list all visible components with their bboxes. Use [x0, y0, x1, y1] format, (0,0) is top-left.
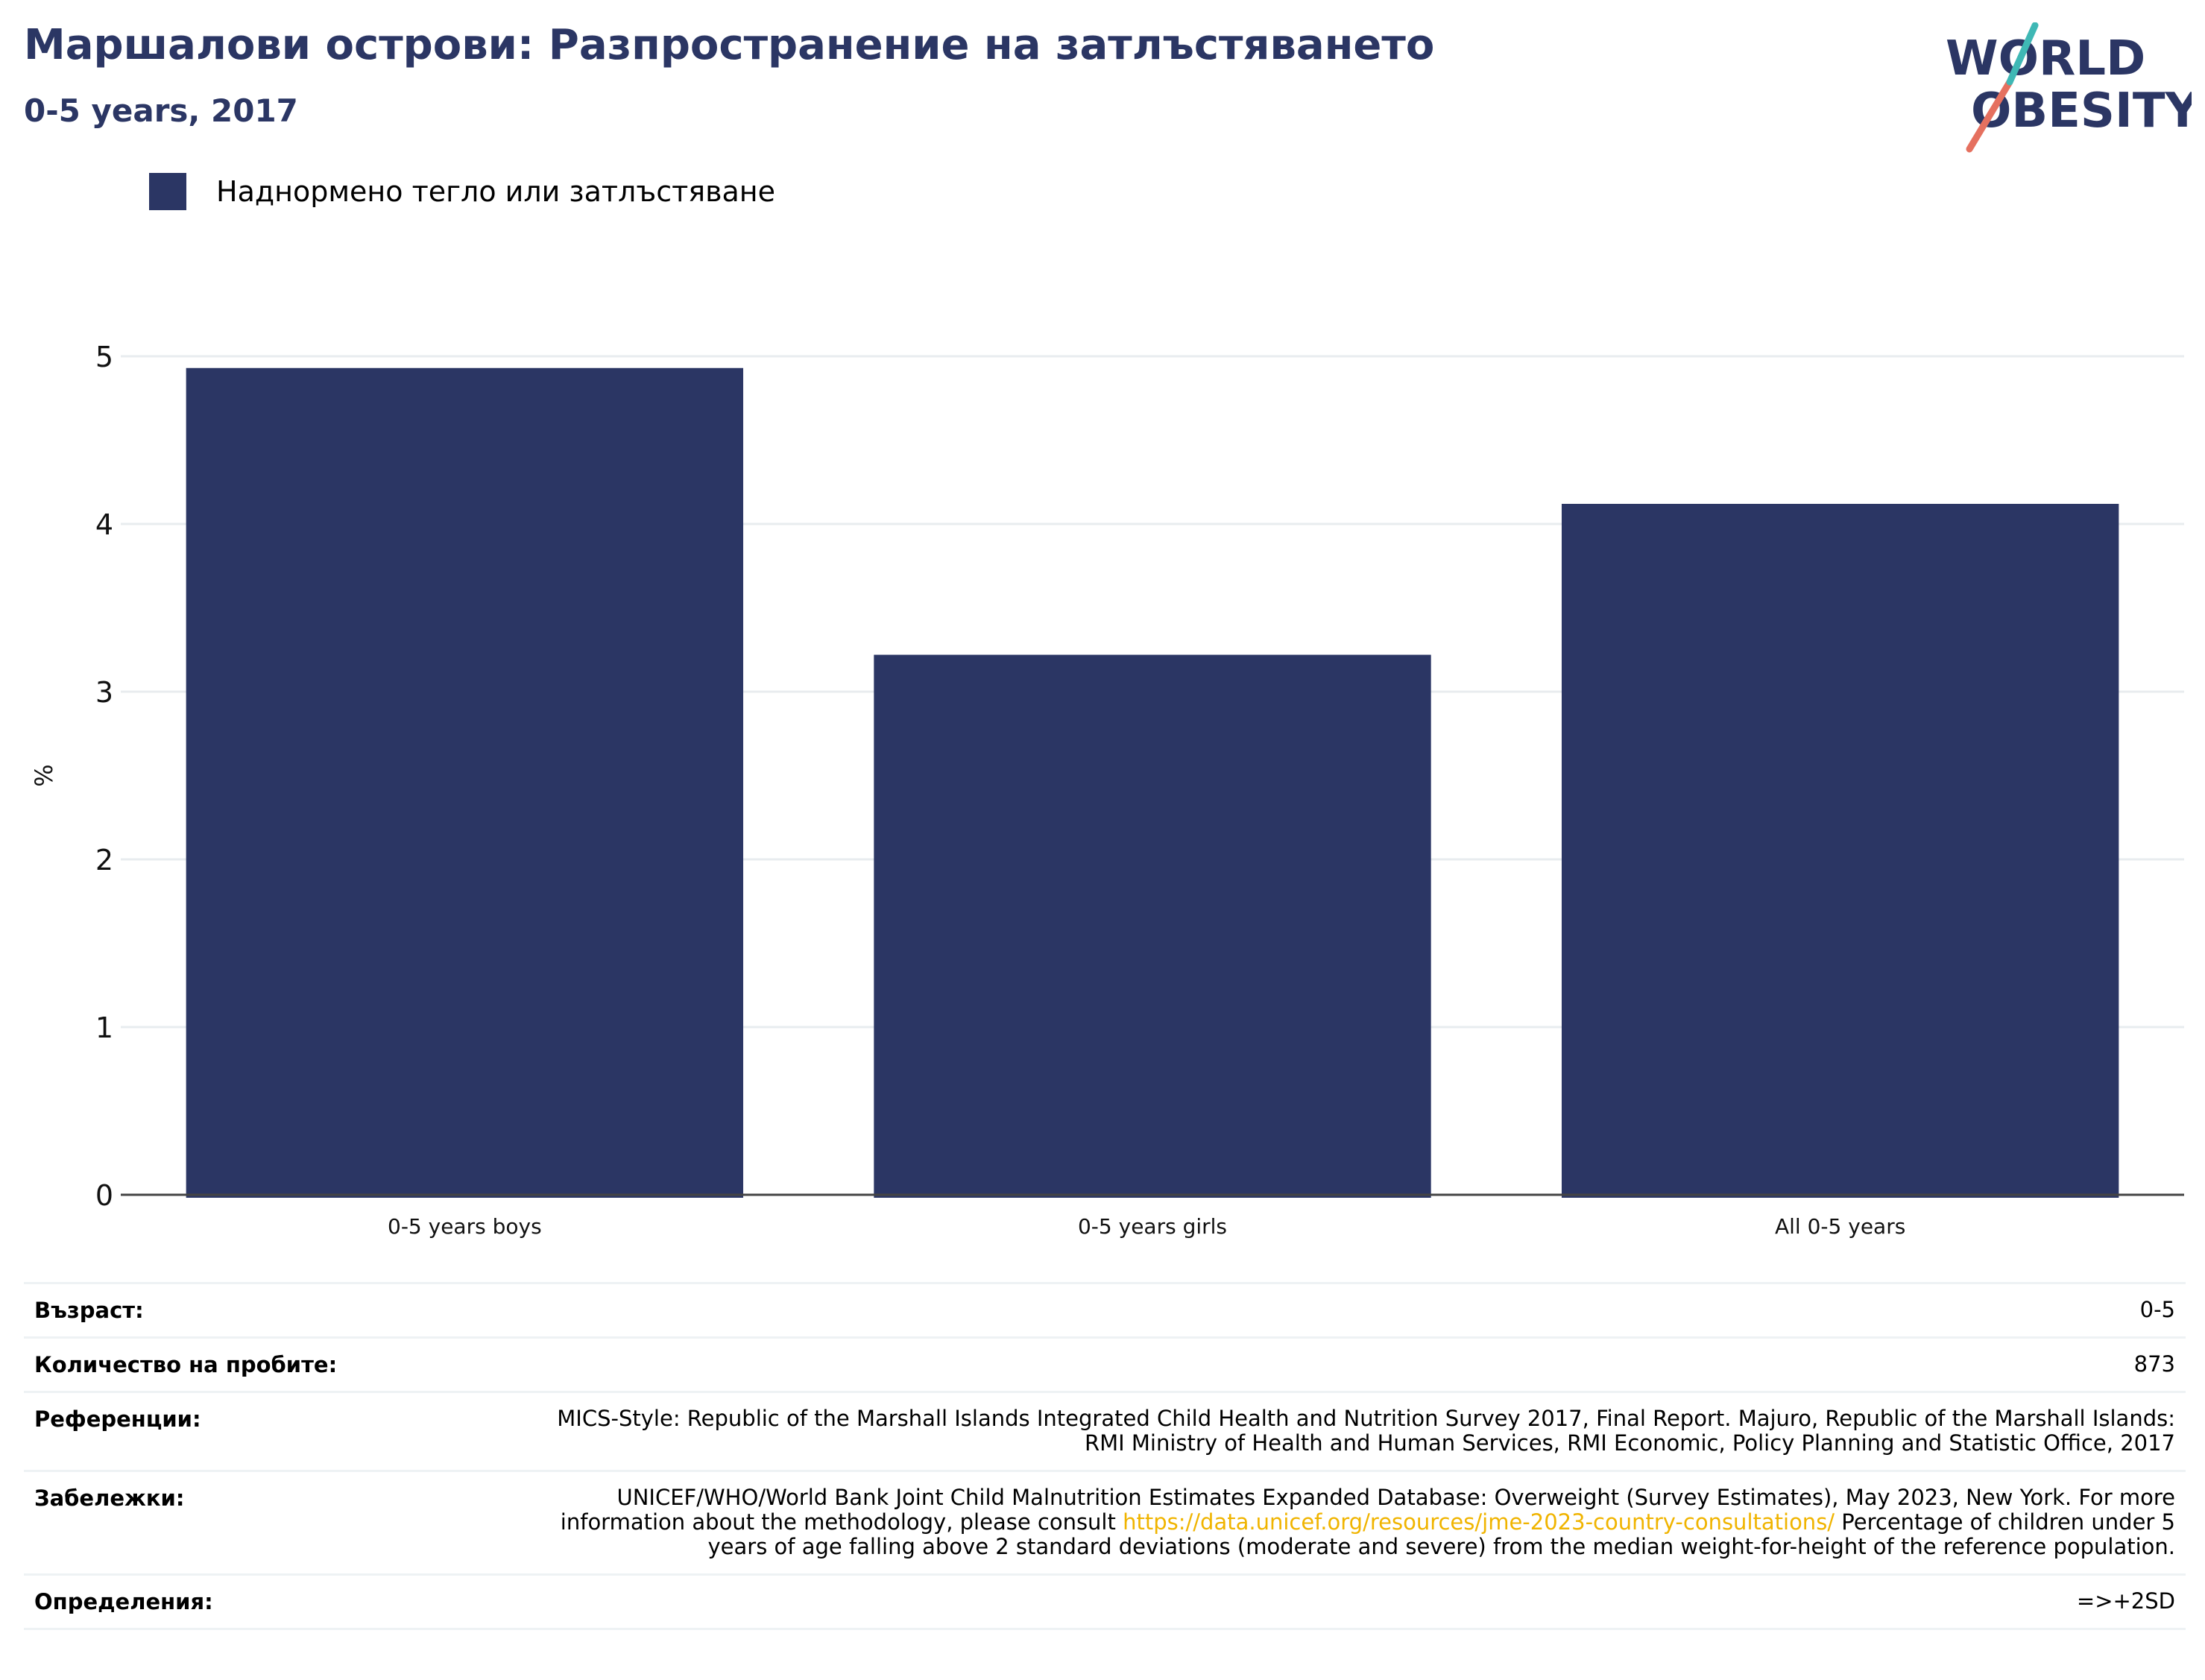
chart-subtitle: 0-5 years, 2017	[24, 92, 298, 129]
x-tick-label: All 0-5 years	[1775, 1214, 1905, 1239]
y-tick-label: 3	[95, 676, 113, 709]
x-tick-label: 0-5 years girls	[1078, 1214, 1227, 1239]
logo-slash-teal	[2006, 22, 2039, 86]
definitions-value: =>+2SD	[2076, 1588, 2175, 1614]
info-row-notes: Забележки: UNICEF/WHO/World Bank Joint C…	[24, 1469, 2186, 1573]
references-label: Референции:	[34, 1406, 201, 1432]
age-value: 0-5	[2139, 1297, 2175, 1322]
info-table: Възраст: 0-5 Количество на пробите: 873 …	[24, 1282, 2186, 1630]
notes-text-before: UNICEF/WHO/World Bank Joint Child Malnut…	[560, 1484, 2175, 1535]
legend-swatch	[149, 173, 186, 210]
bar	[1561, 504, 2119, 1198]
y-tick-label: 0	[95, 1179, 113, 1212]
logo-slash-red	[1966, 78, 2013, 153]
world-obesity-logo: WORLD OBESITY	[1946, 22, 2192, 153]
methodology-link[interactable]: https://data.unicef.org/resources/jme-20…	[1123, 1509, 1835, 1535]
sample-value: 873	[2133, 1351, 2175, 1377]
notes-label: Забележки:	[34, 1485, 185, 1511]
age-label: Възраст:	[34, 1298, 144, 1323]
y-axis-label: %	[30, 764, 58, 786]
bar	[186, 367, 744, 1198]
notes-value: UNICEF/WHO/World Bank Joint Child Malnut…	[550, 1485, 2175, 1560]
legend[interactable]: Наднормено тегло или затлъстяване	[149, 173, 775, 210]
info-row-references: Референции: MICS-Style: Republic of the …	[24, 1391, 2186, 1470]
y-tick-label: 1	[95, 1011, 113, 1044]
chart-title: Маршалови острови: Разпространение на за…	[24, 21, 1435, 69]
y-tick-label: 4	[95, 508, 113, 541]
notes-text-after: Percentage of children under 5 years of …	[707, 1509, 2175, 1560]
bar-chart: 0 1 2 3 4 5% 0-5 years boys 0-5 years girls All …	[30, 341, 2184, 1239]
logo-text-obesity: OBESITY	[1971, 83, 2192, 139]
definitions-label: Определения:	[34, 1588, 213, 1614]
info-row-sample: Количество на пробите: 873	[24, 1336, 2186, 1391]
logo-text-world: WORLD	[1946, 31, 2145, 86]
references-value: MICS-Style: Republic of the Marshall Isl…	[557, 1406, 2175, 1456]
legend-label: Наднормено тегло или затлъстяване	[216, 175, 775, 208]
info-row-age: Възраст: 0-5	[24, 1282, 2186, 1336]
bar	[874, 654, 1431, 1198]
y-tick-label: 2	[95, 844, 113, 877]
info-row-definitions: Определения: =>+2SD	[24, 1573, 2186, 1630]
y-tick-label: 5	[95, 341, 113, 373]
x-tick-label: 0-5 years boys	[388, 1214, 542, 1239]
sample-label: Количество на пробите:	[34, 1352, 338, 1377]
